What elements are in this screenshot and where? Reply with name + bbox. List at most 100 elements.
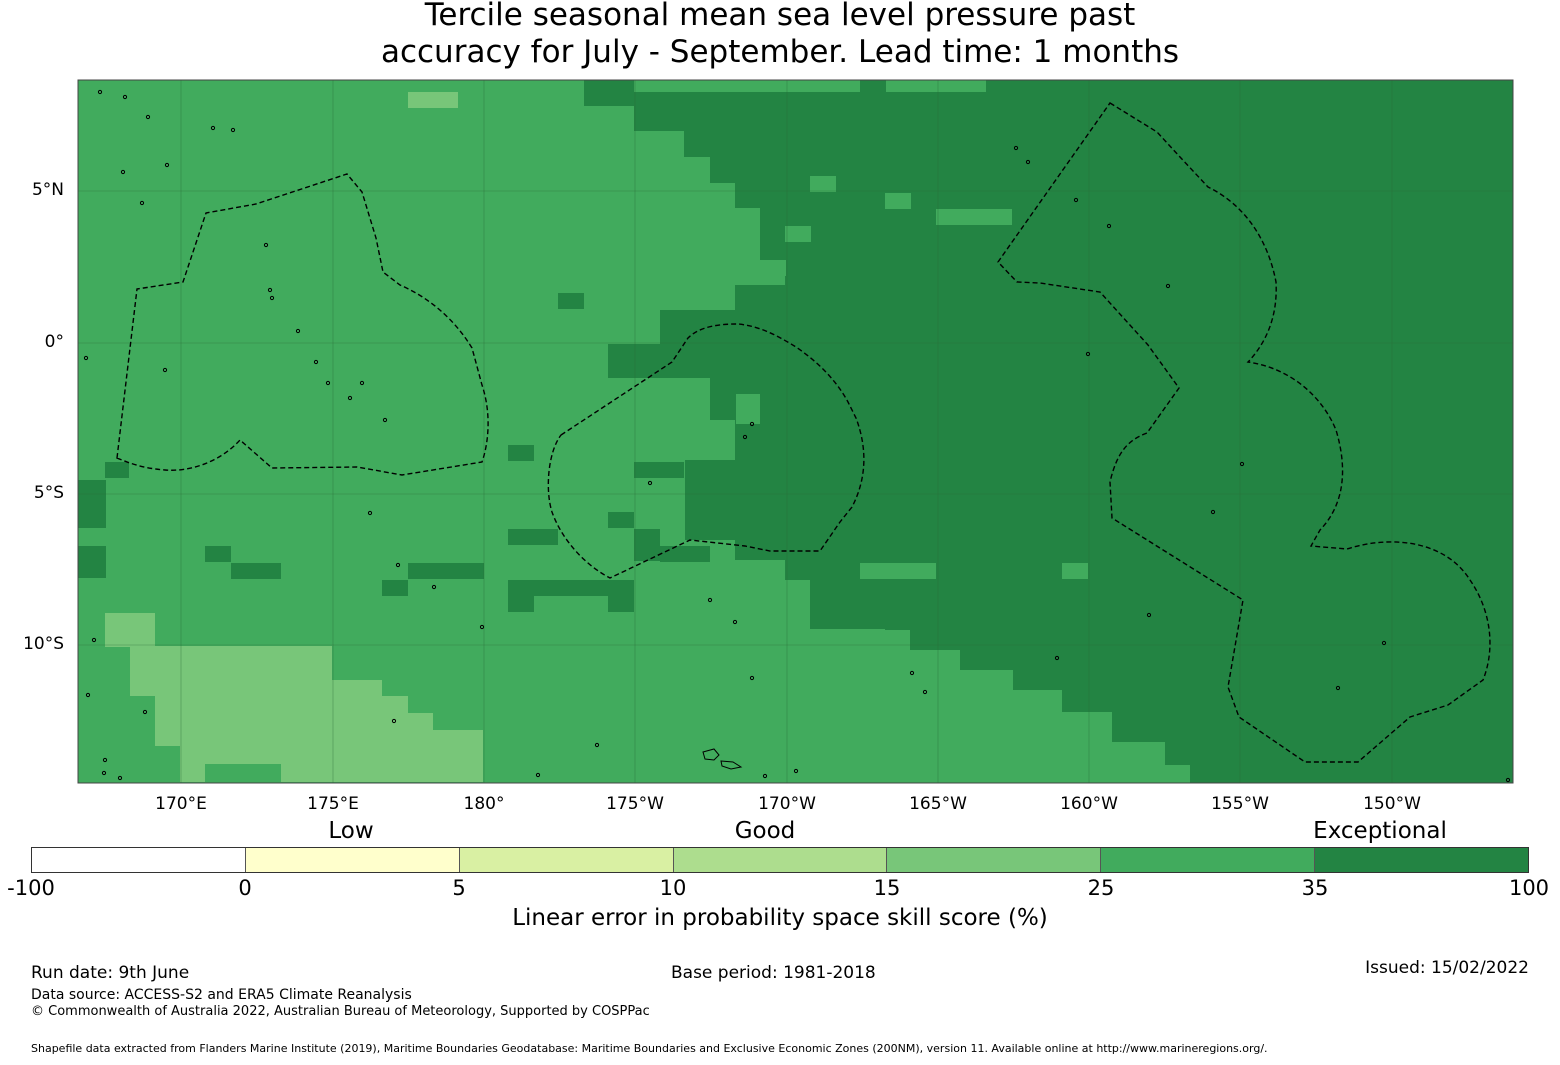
good-skill-patch [408,713,433,782]
longitude-label: 165°W [909,794,967,814]
exceptional-skill-band [885,600,1513,630]
exceptional-skill-patch [634,529,660,561]
island-outline [142,709,148,715]
exceptional-skill-band [710,157,1513,183]
exceptional-skill-band [760,234,1513,260]
category-low: Low [328,818,374,844]
island-outline [1239,461,1245,467]
exceptional-skill-band [735,183,1513,208]
colorbar-tick-label: 0 [238,876,252,900]
longitude-label: 155°W [1211,794,1269,814]
colorbar [31,847,1529,873]
exceptional-skill-band [960,650,1513,670]
exceptional-skill-band [1013,670,1513,690]
high-skill-patch [1062,563,1088,579]
colorbar-tick-label: 100 [1508,876,1550,900]
good-skill-patch [433,730,483,782]
chart-title-line-2: accuracy for July - September. Lead time… [380,34,1180,70]
island-outline [1013,145,1019,151]
exceptional-skill-patch [205,546,231,562]
longitude-label: 170°E [155,794,207,814]
island-outline [162,367,168,373]
exceptional-skill-patch [508,529,558,545]
island-outline [749,421,755,427]
good-skill-patch [105,613,155,647]
data-source: Data source: ACCESS-S2 and ERA5 Climate … [31,987,412,1003]
exceptional-skill-band [810,580,1513,600]
eez-boundary-tuvalu [116,173,489,476]
high-skill-patch [810,176,836,192]
exceptional-skill-band [735,285,1513,310]
good-skill-patch [180,646,230,662]
exceptional-skill-band [785,560,1513,580]
island-outline [1335,685,1341,691]
island-outline [1505,777,1511,783]
colorbar-segment [32,848,246,872]
colorbar-tick-label: 5 [452,876,466,900]
island-outline [1381,640,1387,646]
island-outline [97,89,103,95]
exceptional-skill-band [1165,742,1513,765]
exceptional-skill-band [760,208,1513,234]
exceptional-skill-patch [810,597,886,629]
exceptional-skill-patch [508,445,534,461]
high-skill-patch [205,764,281,783]
skill-score-map [77,79,1514,784]
island-outline [269,295,275,301]
island-outline [749,675,755,681]
exceptional-skill-band [1112,712,1513,742]
good-skill-patch [130,646,180,696]
high-skill-patch [760,260,786,276]
island-outline [395,562,401,568]
island-outline [1085,351,1091,357]
island-outline [922,689,928,695]
longitude-label: 180° [463,794,505,814]
exceptional-skill-patch [660,546,710,562]
colorbar-segment [887,848,1102,872]
exceptional-skill-patch [608,580,634,612]
island-outline [101,770,107,776]
island-outline [762,773,768,779]
high-skill-patch [785,226,811,242]
island-outline [1146,612,1152,618]
island-outline [210,125,216,131]
exceptional-skill-band [1062,690,1513,712]
island-outline [1073,197,1079,203]
exceptional-skill-band [634,106,1513,131]
colorbar-tick-label: 25 [1087,876,1115,900]
exceptional-skill-band [660,310,1513,344]
high-skill-patch [736,394,760,424]
longitude-label: 175°E [307,794,359,814]
island-outline [391,718,397,724]
shapefile-credit: Shapefile data extracted from Flanders M… [31,1042,1268,1055]
good-skill-patch [408,92,458,108]
island-outline [347,395,353,401]
colorbar-segment [673,848,888,872]
exceptional-skill-band [785,260,1513,285]
island-outline [594,742,600,748]
colorbar-segment [459,848,674,872]
exceptional-skill-band [910,630,1513,650]
island-outline [145,114,151,120]
island-outline [83,355,89,361]
longitude-label: 150°W [1363,794,1421,814]
island-outline [1025,159,1031,165]
eez-boundary-tokelau [547,323,865,579]
high-skill-patch [936,209,1012,225]
high-skill-patch [736,563,760,579]
category-good: Good [734,818,796,844]
exceptional-skill-band [735,540,1513,560]
high-skill-patch [634,80,860,92]
latitude-label: 10°S [23,634,64,654]
high-skill-patch [634,394,710,410]
high-skill-patch [860,563,936,579]
colorbar-tick-label: 15 [873,876,901,900]
island-outline [120,169,126,175]
island-outline [1210,509,1216,515]
island-outline [313,359,319,365]
island-outline [707,597,713,603]
island-outline [793,768,799,774]
island-outline [535,772,541,778]
island-outline [85,692,91,698]
high-skill-patch [885,193,911,209]
